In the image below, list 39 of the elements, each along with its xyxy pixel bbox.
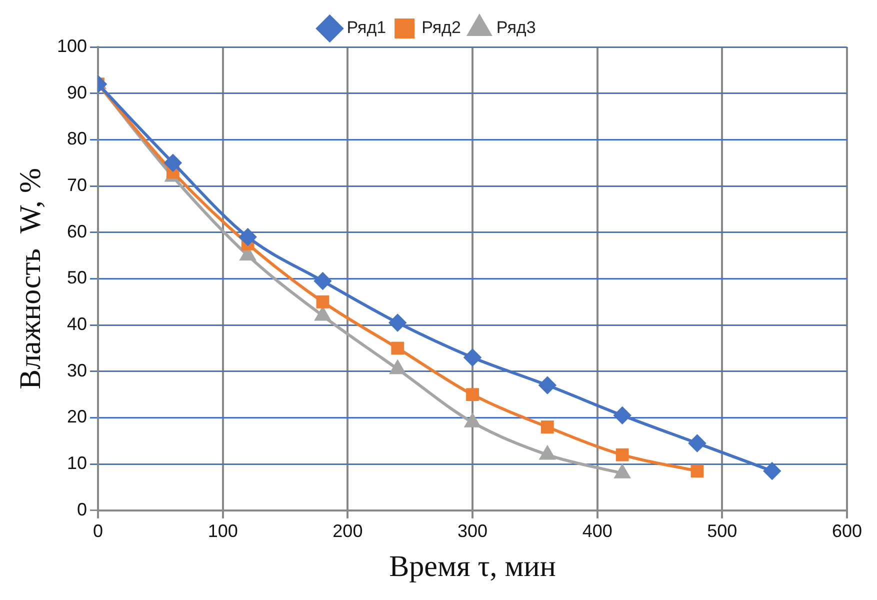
point bbox=[688, 434, 706, 452]
x-tick-label: 600 bbox=[832, 521, 862, 542]
y-tick-label: 100 bbox=[56, 36, 88, 56]
point bbox=[391, 342, 404, 355]
point bbox=[164, 154, 182, 172]
y-tick-label: 0 bbox=[77, 499, 88, 520]
point bbox=[466, 388, 479, 401]
point bbox=[390, 360, 406, 374]
y-tick-label: 80 bbox=[67, 128, 88, 149]
y-tick-label: 40 bbox=[67, 314, 88, 334]
x-tick-label: 200 bbox=[332, 521, 363, 542]
point bbox=[540, 420, 554, 434]
point bbox=[389, 314, 406, 332]
y-tick-label: 60 bbox=[67, 221, 88, 242]
point bbox=[316, 295, 330, 308]
x-tick-label: 0 bbox=[93, 521, 104, 542]
x-tick-label: 100 bbox=[208, 521, 238, 542]
x-axis-title: Время τ, мин bbox=[389, 550, 556, 583]
legend-label: Ряд1 bbox=[346, 18, 386, 38]
point bbox=[764, 462, 781, 480]
y-tick-label: 50 bbox=[67, 268, 88, 288]
point bbox=[239, 228, 256, 246]
legend-label: Ряд3 bbox=[496, 18, 536, 38]
y-tick-label: 10 bbox=[67, 453, 88, 474]
point bbox=[614, 406, 631, 424]
point bbox=[616, 448, 629, 462]
y-tick-label: 90 bbox=[67, 82, 88, 102]
x-tick-label: 300 bbox=[457, 521, 488, 542]
y-tick-label: 70 bbox=[67, 174, 88, 195]
y-tick-label: 30 bbox=[67, 360, 88, 380]
point bbox=[314, 272, 332, 290]
legend-label: Ряд2 bbox=[422, 18, 461, 38]
y-axis-title: Влажность W, % bbox=[14, 168, 47, 390]
point bbox=[538, 376, 556, 394]
y-tick-label: 20 bbox=[67, 406, 88, 427]
x-tick-label: 400 bbox=[582, 521, 612, 542]
x-tick-label: 500 bbox=[707, 521, 738, 542]
point bbox=[464, 348, 482, 366]
point bbox=[690, 464, 704, 478]
